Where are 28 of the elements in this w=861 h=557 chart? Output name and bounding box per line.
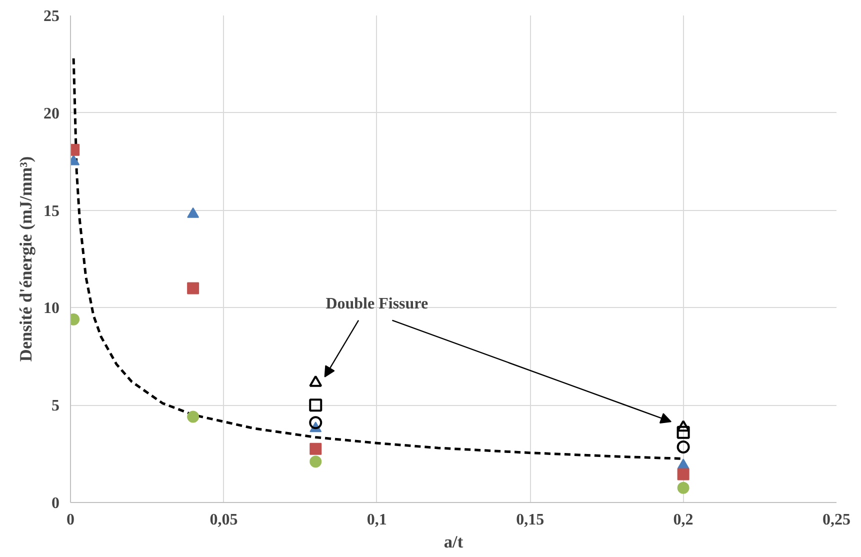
point xyxy=(676,420,690,432)
x-axis-title: a/t xyxy=(444,532,464,552)
y-tick-label: 0 xyxy=(52,495,60,512)
point xyxy=(309,398,322,412)
point xyxy=(187,207,200,218)
point xyxy=(310,442,322,455)
point xyxy=(676,440,690,454)
point xyxy=(309,416,322,430)
point xyxy=(677,482,690,494)
y-tick-label: 10 xyxy=(44,300,60,318)
point xyxy=(310,456,322,468)
y-tick-label: 15 xyxy=(44,202,60,220)
y-tick-label: 25 xyxy=(44,8,60,25)
y-axis-title: Densité d'énergie (mJ/mm³) xyxy=(16,156,36,362)
point xyxy=(309,375,322,387)
annotation: Double Fissure xyxy=(326,296,428,313)
x-tick-label: 0,25 xyxy=(822,512,850,528)
x-tick-label: 0,05 xyxy=(210,512,238,528)
x-tick-label: 0,2 xyxy=(673,512,694,528)
point xyxy=(187,410,200,423)
y-tick-label: 5 xyxy=(52,398,60,415)
y-tick-label: 20 xyxy=(44,105,60,122)
point xyxy=(676,426,690,439)
x-tick-label: 0,1 xyxy=(366,512,387,528)
point xyxy=(187,282,200,294)
x-tick-label: 0,15 xyxy=(516,512,544,528)
point xyxy=(677,468,690,480)
x-tick-label: 0 xyxy=(66,512,74,528)
